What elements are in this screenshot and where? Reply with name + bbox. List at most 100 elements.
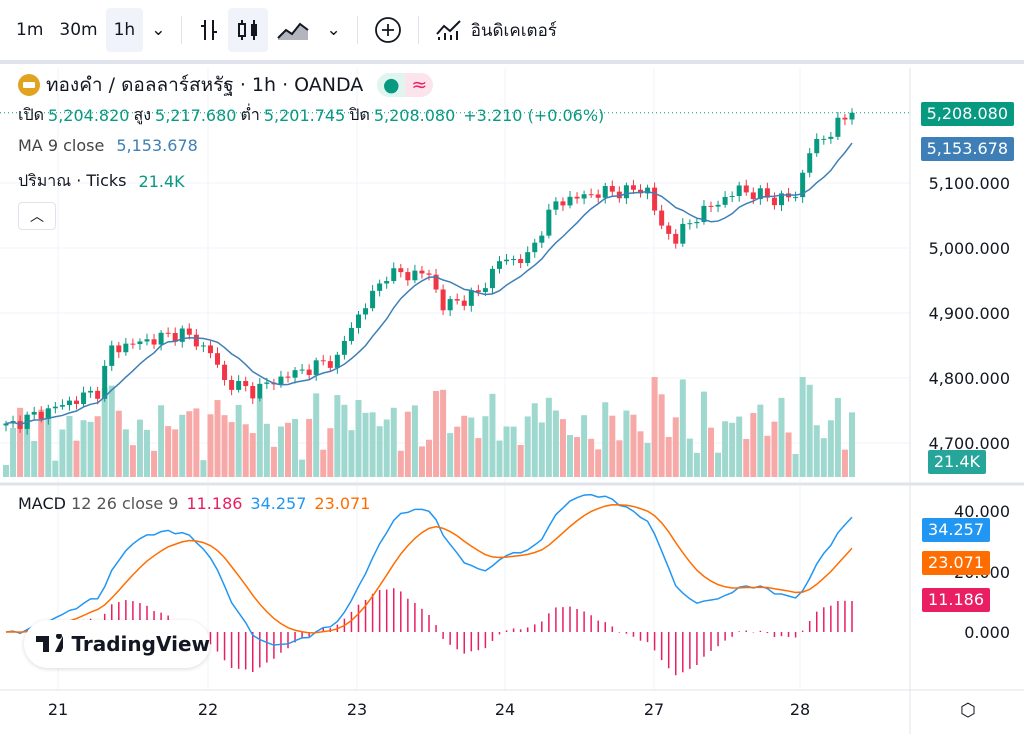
volume-bar xyxy=(355,399,362,477)
candle-body xyxy=(45,408,51,419)
candle-body xyxy=(440,289,446,311)
time-tick: 22 xyxy=(197,700,219,719)
volume-bar xyxy=(637,431,644,477)
candle-body xyxy=(468,290,474,306)
volume-bar xyxy=(841,449,848,477)
candle-body xyxy=(743,185,749,193)
high-label: สูง xyxy=(133,104,152,124)
bar-chart-icon[interactable] xyxy=(190,8,228,52)
price-tick: 4,800.000 xyxy=(928,369,1010,388)
volume-bar xyxy=(320,449,327,477)
interval-30m[interactable]: 30m xyxy=(59,20,98,40)
indicators-button[interactable]: อินดิเคเตอร์ xyxy=(427,8,565,52)
open-value: 5,204.820 xyxy=(48,105,130,125)
market-status[interactable]: ● ≈ xyxy=(377,73,434,97)
volume-bar xyxy=(736,416,743,477)
macd-badge: 34.257 xyxy=(922,518,990,542)
candle-body xyxy=(750,192,756,200)
ma-label[interactable]: MA 9 close xyxy=(18,135,105,155)
volume-bar xyxy=(341,404,348,477)
candle-body xyxy=(31,411,37,415)
chart-legend: ทองคำ / ดอลลาร์สหรัฐ · 1h · OANDA ● ≈ เปิ… xyxy=(18,70,604,196)
plus-circle-icon[interactable] xyxy=(366,8,410,52)
volume-bar xyxy=(517,444,524,477)
price-tick: 5,000.000 xyxy=(928,239,1010,258)
candle-body xyxy=(835,117,841,137)
volume-bar xyxy=(806,384,813,477)
volume-bar xyxy=(45,409,52,477)
candle-body xyxy=(320,360,326,362)
candle-body xyxy=(708,205,714,207)
chevron-down-icon[interactable]: ⌄ xyxy=(151,20,166,40)
candle-body xyxy=(553,201,559,210)
ma-value: 5,153.678 xyxy=(116,135,198,155)
candle-body xyxy=(179,328,185,342)
candle-body xyxy=(814,138,820,154)
candle-body xyxy=(574,196,580,199)
candle-body xyxy=(511,259,517,261)
volume-bar xyxy=(792,454,799,477)
volume-bar xyxy=(686,438,693,477)
volume-bar xyxy=(397,450,404,477)
gold-icon xyxy=(18,74,40,96)
tradingview-logo[interactable]: TradingView xyxy=(24,620,210,668)
volume-bar xyxy=(468,417,475,477)
candle-body xyxy=(701,205,707,222)
candle-body xyxy=(842,117,848,120)
hist-badge: 11.186 xyxy=(922,588,990,612)
candle-body xyxy=(236,381,242,390)
volume-label[interactable]: ปริมาณ · Ticks xyxy=(18,170,127,190)
volume-bar xyxy=(616,440,623,477)
volume-bar xyxy=(17,407,24,477)
candle-body xyxy=(475,290,481,292)
candle-body xyxy=(172,332,178,342)
collapse-legend-button[interactable]: ︿ xyxy=(18,202,56,230)
volume-bar xyxy=(722,421,729,477)
candle-body xyxy=(419,270,425,274)
symbol-title[interactable]: ทองคำ / ดอลลาร์สหรัฐ · 1h · OANDA xyxy=(46,74,364,96)
candle-body xyxy=(264,382,270,384)
volume-bar xyxy=(849,412,855,477)
indicators-icon xyxy=(435,20,461,40)
volume-bar xyxy=(672,417,679,477)
volume-bar xyxy=(623,410,630,477)
volume-bar xyxy=(52,460,59,477)
volume-bar xyxy=(482,416,489,477)
close-label: ปิด xyxy=(349,104,370,124)
area-chart-icon[interactable] xyxy=(268,8,318,52)
candle-body xyxy=(447,299,453,311)
volume-bar xyxy=(256,398,263,477)
volume-bar xyxy=(461,415,468,477)
candle-body xyxy=(116,345,122,353)
candle-body xyxy=(278,376,284,385)
macd-label[interactable]: MACD 12 26 close 9 xyxy=(18,494,179,513)
volume-bar xyxy=(785,432,792,477)
settings-icon[interactable]: ⬡ xyxy=(960,700,976,721)
candle-body xyxy=(673,233,679,244)
volume-bar xyxy=(200,460,207,477)
ma-line xyxy=(5,142,853,426)
candle-body xyxy=(807,153,813,173)
volume-badge: 21.4K xyxy=(927,450,986,474)
signal-line xyxy=(5,503,853,634)
interval-1m[interactable]: 1m xyxy=(16,20,44,40)
interval-1h[interactable]: 1h xyxy=(105,8,144,52)
candles-icon[interactable] xyxy=(228,8,269,52)
candle-body xyxy=(623,185,629,199)
volume-bar xyxy=(376,426,383,477)
candle-body xyxy=(229,380,235,390)
macd-tick: 40.000 xyxy=(954,502,1010,521)
volume-bar xyxy=(207,414,214,477)
candle-body xyxy=(567,196,573,206)
volume-bar xyxy=(404,411,411,477)
price-tick: 4,900.000 xyxy=(928,304,1010,323)
candle-body xyxy=(38,411,44,419)
candle-body xyxy=(828,136,834,139)
candle-body xyxy=(412,270,418,281)
candle-body xyxy=(539,235,545,243)
candle-body xyxy=(821,138,827,140)
chevron-down-icon[interactable]: ⌄ xyxy=(326,20,341,40)
volume-bar xyxy=(31,441,38,477)
candle-body xyxy=(560,201,566,206)
